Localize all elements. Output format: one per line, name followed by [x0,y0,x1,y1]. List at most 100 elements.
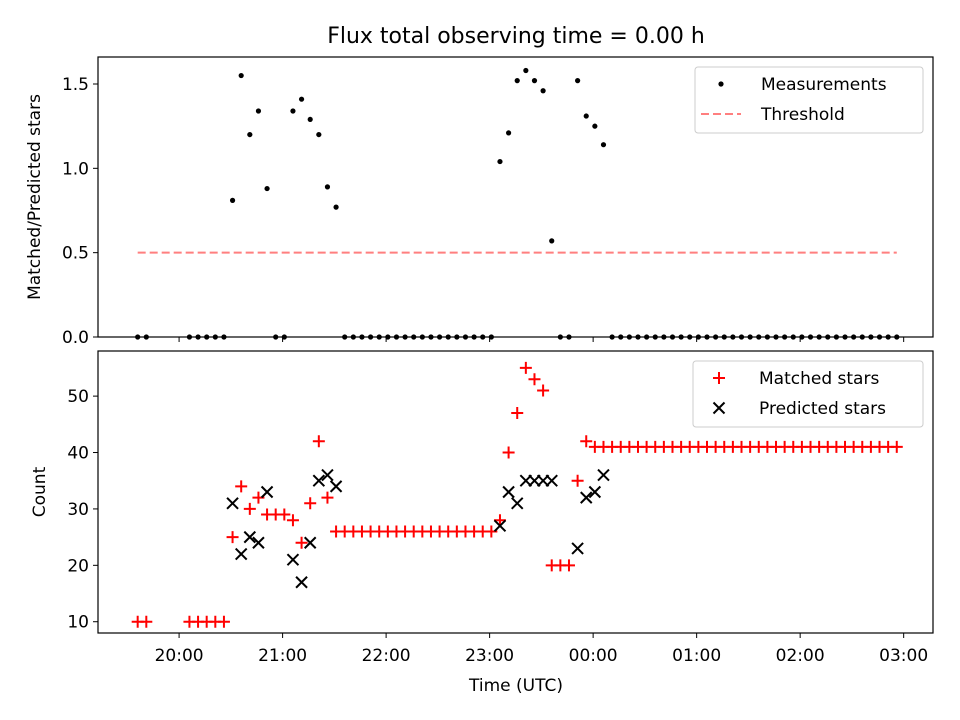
x-tick-label: 02:00 [776,646,825,666]
matched-star-point [304,497,317,510]
matched-star-point [312,435,325,448]
chart-title: Flux total observing time = 0.00 h [327,24,705,49]
predicted-star-point [502,485,515,499]
y-tick-label: 10 [67,613,89,633]
measurement-point [575,78,581,84]
panel-counts: Count Time (UTC) 10 20 30 40 50 20:00 21:00 22:… [30,350,934,696]
plot-marks [131,361,903,628]
legend-marker [712,401,726,415]
matched-star-point [890,440,903,453]
matched-star-point [562,559,575,572]
measurement-point [324,184,331,190]
x-tick-label: 20:00 [155,646,204,666]
plot-frame [97,350,934,634]
measurement-point [316,131,322,138]
predicted-star-point [588,485,602,499]
matched-star-point [571,474,584,487]
measurement-point [523,67,529,74]
x-tick-label: 23:00 [465,646,514,666]
predicted-star-point [545,474,558,487]
y-tick-label: 0.5 [62,244,89,264]
matched-star-point [502,446,515,459]
legend: Matched stars Predicted stars [692,360,924,428]
panel-ratio: Matched/Predicted stars 0.0 0.5 1.0 1.5 Mea… [25,56,934,348]
x-tick-label: 01:00 [672,646,721,666]
matched-star-point [278,508,291,521]
y-tick-label: 50 [67,387,89,407]
matched-star-point [580,435,593,448]
matched-star-point [321,491,334,504]
y-tick-label: 40 [67,444,89,464]
legend-marker [718,81,724,87]
measurement-point [540,88,546,94]
matched-star-point [226,531,239,544]
y-tick-label: 30 [67,500,89,520]
legend-marker [713,372,725,384]
legend-box [694,66,924,134]
predicted-star-point [286,553,300,566]
matched-star-point [243,502,256,515]
predicted-star-point [234,547,248,561]
predicted-star-point [226,497,239,510]
y-tick-label: 1.5 [62,75,89,95]
y-tick-label: 0.0 [62,328,89,348]
measurement-point [583,113,589,119]
predicted-star-point [511,497,524,510]
x-tick-label: 22:00 [362,646,411,666]
predicted-star-point [493,519,507,533]
y-axis-label: Matched/Predicted stars [25,94,45,300]
matched-star-point [295,536,308,549]
measurement-point [255,108,262,114]
measurement-point [531,78,538,84]
measurement-point [549,238,555,244]
axis-ticks: 10 20 30 40 50 20:00 21:00 22:00 23:00 00:00 01:00… [67,387,928,666]
y-tick-label: 1.0 [62,159,89,179]
measurement-point [497,158,503,165]
y-axis-label: Count [30,466,50,517]
measurement-point [307,116,313,123]
matched-star-point [235,480,248,493]
predicted-star-point [321,468,334,482]
measurement-point [333,204,339,210]
predicted-star-point [295,576,308,589]
predicted-star-point [597,468,610,482]
x-tick-label: 03:00 [879,646,928,666]
measurement-point [264,185,270,192]
legend-label: Matched stars [759,369,879,389]
plot-marks [135,67,900,340]
predicted-star-point [329,480,343,493]
predicted-star-point [303,536,317,549]
measurement-point [290,108,296,114]
measurement-point [514,78,520,84]
predicted-star-point [243,530,257,544]
matched-star-point [286,514,299,527]
measurement-point [600,142,607,148]
matched-star-point [140,615,153,628]
matched-star-point [537,384,550,397]
legend-label: Measurements [761,75,887,95]
legend-label: Predicted stars [759,399,886,419]
predicted-star-point [580,491,593,504]
x-tick-label: 21:00 [258,646,307,666]
measurement-point [505,130,512,136]
matched-star-point [528,373,541,386]
measurement-point [238,72,244,79]
predicted-star-point [260,485,274,499]
matched-star-point [493,514,506,527]
legend-box [692,360,924,428]
plot-frame [97,56,934,338]
measurement-point [298,96,305,102]
x-tick-label: 00:00 [569,646,618,666]
matched-star-point [217,615,230,628]
legend: Measurements Threshold [694,66,924,134]
x-axis-label: Time (UTC) [468,676,563,696]
measurement-point [247,131,253,138]
y-tick-label: 20 [67,556,89,576]
predicted-star-point [312,474,326,487]
legend-label: Threshold [760,105,845,125]
predicted-star-point [571,542,584,555]
predicted-star-point [252,536,265,549]
measurement-point [229,197,236,203]
axis-ticks: 0.0 0.5 1.0 1.5 [62,75,905,348]
